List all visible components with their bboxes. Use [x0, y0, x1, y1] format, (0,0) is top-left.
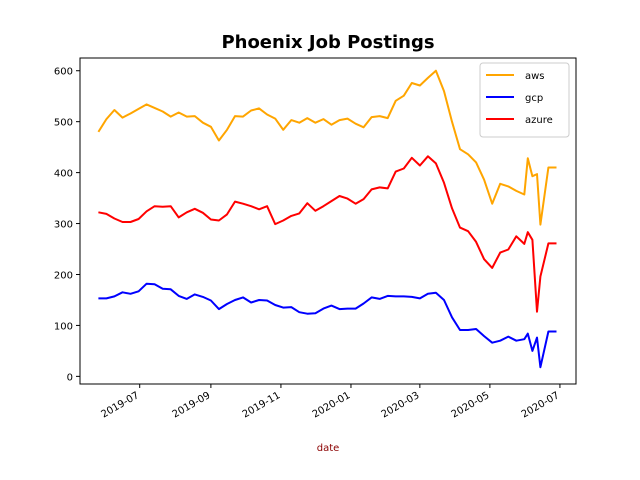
x-tick-label: 2019-11 [241, 390, 283, 420]
x-tick-label: 2020-05 [450, 390, 492, 420]
y-tick-label: 400 [54, 169, 73, 180]
y-axis: 0 100 200 300 400 500 600 [54, 67, 80, 383]
series-line-aws [97, 69, 557, 226]
x-tick-label: 2020-03 [380, 390, 422, 420]
legend-label-gcp: gcp [525, 93, 543, 104]
y-tick-label: 0 [67, 372, 73, 383]
series-line-gcp [98, 282, 557, 369]
legend: aws gcp azure [479, 62, 570, 138]
x-tick-label: 2019-07 [100, 390, 142, 420]
x-axis: 2019-07 2019-09 2019-11 2020-01 2020-03 2020-… [100, 384, 562, 420]
series-line-azure [98, 155, 557, 313]
y-tick-label: 100 [54, 321, 73, 332]
y-tick-label: 500 [54, 118, 73, 129]
x-axis-label: date [317, 443, 340, 454]
plot-lines [97, 69, 557, 369]
legend-label-aws: aws [525, 71, 545, 82]
y-tick-label: 600 [54, 67, 73, 78]
y-tick-label: 300 [54, 220, 73, 231]
legend-label-azure: azure [525, 115, 553, 126]
x-tick-label: 2020-01 [311, 390, 353, 420]
plot-frame [79, 57, 577, 385]
y-tick-label: 200 [54, 270, 73, 281]
x-tick-label: 2019-09 [171, 390, 213, 420]
x-tick-label: 2020-07 [520, 390, 562, 420]
chart-title: Phoenix Job Postings [221, 32, 434, 53]
